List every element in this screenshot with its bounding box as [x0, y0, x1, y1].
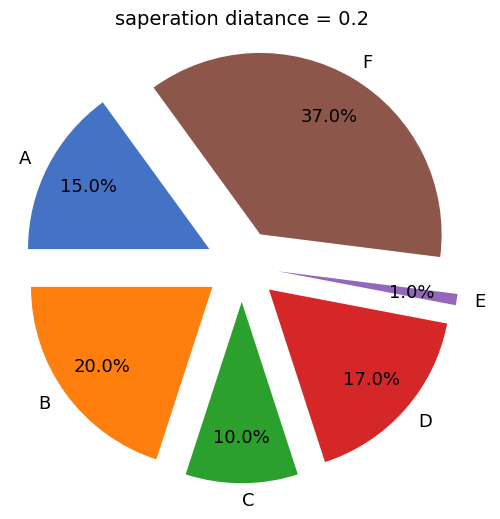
Wedge shape [269, 290, 447, 462]
Text: C: C [242, 493, 254, 510]
Text: F: F [362, 53, 372, 72]
Text: E: E [474, 293, 486, 311]
Text: B: B [38, 395, 51, 413]
Text: A: A [20, 149, 32, 168]
Text: 37.0%: 37.0% [301, 108, 358, 126]
Text: 17.0%: 17.0% [342, 371, 400, 389]
Wedge shape [278, 271, 458, 305]
Text: D: D [418, 413, 432, 431]
Title: saperation diatance = 0.2: saperation diatance = 0.2 [114, 10, 369, 29]
Wedge shape [186, 302, 298, 483]
Text: 20.0%: 20.0% [74, 358, 131, 376]
Wedge shape [28, 102, 210, 249]
Text: 1.0%: 1.0% [389, 283, 434, 302]
Wedge shape [154, 53, 442, 257]
Wedge shape [31, 287, 212, 459]
Text: 10.0%: 10.0% [214, 429, 270, 447]
Text: 15.0%: 15.0% [60, 179, 116, 196]
